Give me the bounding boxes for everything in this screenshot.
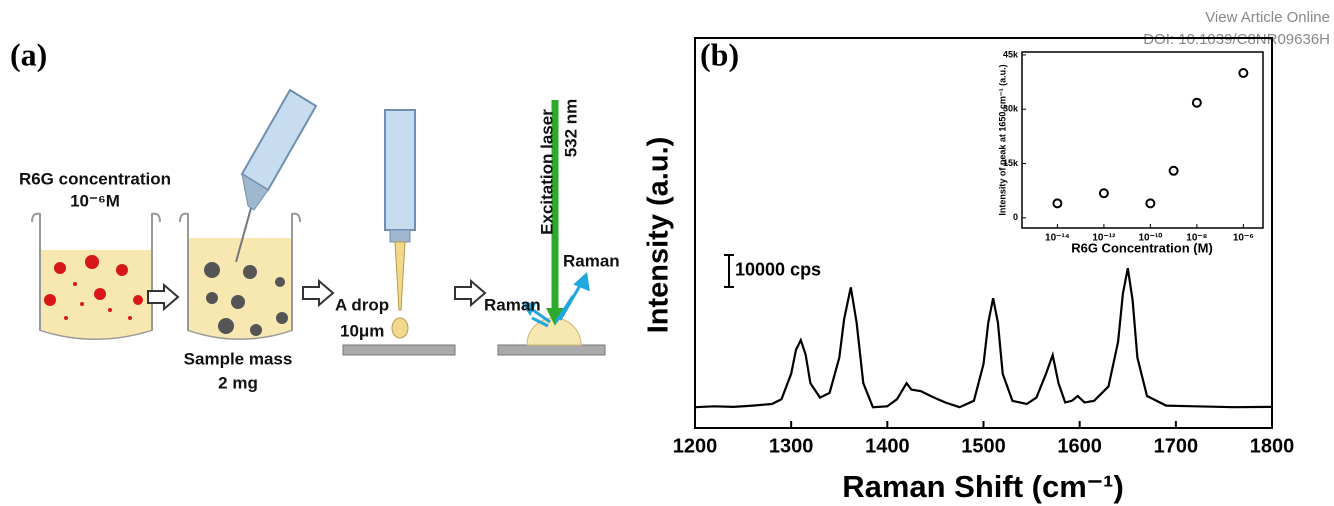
x-axis-label: Raman Shift (cm⁻¹)	[842, 469, 1124, 504]
syringe	[235, 88, 318, 263]
y-tick-label: 45k	[1003, 49, 1019, 59]
panel-label: (b)	[700, 36, 739, 72]
data-point	[1168, 165, 1179, 176]
inset-frame	[1021, 51, 1264, 229]
arrow	[147, 282, 180, 312]
x-tick-label: 1700	[1154, 435, 1199, 457]
spectrum-line	[694, 267, 1273, 409]
caption: Raman	[563, 251, 620, 270]
doi[interactable]: DOI: 10.1039/C8NR09636H	[1143, 31, 1330, 48]
inset-x-label: R6G Concentration (M)	[1071, 240, 1213, 255]
x-tick-label: 10⁻⁸	[1186, 233, 1207, 244]
arrow	[454, 278, 487, 308]
slide	[342, 344, 456, 356]
y-axis-label: Intensity (a.u.)	[643, 137, 675, 334]
caption: R6G concentration	[19, 169, 171, 188]
y-tick-label: 15k	[1003, 158, 1019, 168]
caption: Raman	[484, 295, 541, 314]
x-tick-label: 1400	[865, 435, 910, 457]
particles	[204, 262, 288, 336]
caption: Excitation laser	[537, 109, 556, 235]
laser-head	[546, 308, 564, 326]
x-tick-label: 10⁻¹⁰	[1139, 233, 1163, 244]
slide	[497, 344, 606, 356]
x-tick-label: 1500	[961, 435, 1006, 457]
x-tick-label: 1800	[1250, 435, 1295, 457]
data-point	[1238, 68, 1249, 79]
data-point	[1098, 188, 1109, 199]
y-tick-label: 30k	[1003, 104, 1019, 114]
x-tick-label: 10⁻¹²	[1092, 233, 1116, 244]
syringe	[384, 109, 416, 339]
x-tick-label: 1200	[673, 435, 718, 457]
beaker	[31, 212, 161, 340]
data-point	[1145, 198, 1156, 209]
inset-y-label: Intensity of peak at 1650 cm⁻¹ (a.u.)	[997, 64, 1007, 215]
caption: 10⁻⁶M	[70, 191, 120, 210]
caption: 532 nm	[561, 99, 580, 158]
data-point	[1191, 97, 1202, 108]
caption: Sample mass	[184, 349, 293, 368]
x-tick-label: 1600	[1057, 435, 1102, 457]
caption: A drop	[335, 295, 389, 314]
panel-label: (a)	[10, 36, 47, 72]
schematic: (a) R6G concentration 10⁻⁶M Sample mass …	[10, 36, 620, 392]
caption: 10μm	[340, 321, 384, 340]
r6g-molecules	[44, 255, 143, 320]
beaker	[179, 212, 301, 340]
y-tick-label: 0	[1013, 212, 1018, 222]
scale-bar-label: 10000 cps	[735, 260, 821, 280]
data-point	[1052, 198, 1063, 209]
solution	[189, 238, 291, 339]
x-tick-label: 1300	[769, 435, 814, 457]
scattered-light	[521, 272, 590, 328]
x-tick-label: 10⁻¹⁴	[1045, 233, 1070, 244]
view-article-link[interactable]: View Article Online	[1205, 9, 1330, 26]
caption: 2 mg	[218, 373, 258, 392]
arrow	[302, 278, 335, 308]
x-tick-label: 10⁻⁶	[1233, 233, 1254, 244]
